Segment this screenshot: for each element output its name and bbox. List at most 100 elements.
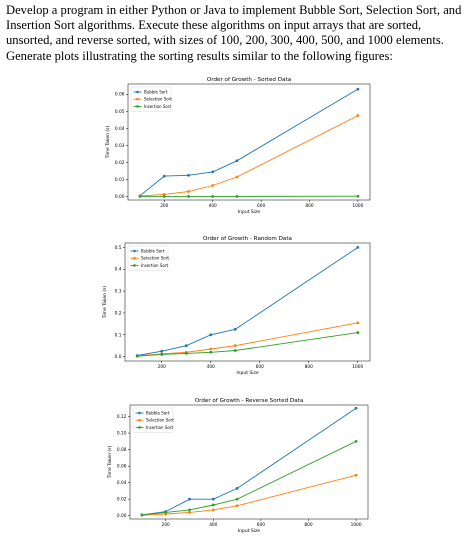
- legend-marker-selection-sort: [133, 256, 136, 260]
- x-tick-label: 200: [158, 364, 166, 370]
- x-tick-label: 400: [209, 522, 217, 528]
- data-point-bubble-sort: [162, 174, 166, 178]
- data-point-insertion-sort: [187, 195, 190, 198]
- data-point-selection-sort: [209, 347, 213, 351]
- data-point-insertion-sort: [160, 353, 164, 356]
- data-point-bubble-sort: [211, 497, 215, 501]
- legend-box: [127, 245, 169, 271]
- y-tick-label: 0.3: [115, 289, 122, 295]
- data-point-selection-sort: [235, 175, 239, 179]
- x-tick-label: 200: [162, 522, 170, 528]
- y-axis-label: Time Taken (s): [102, 285, 108, 319]
- x-axis-label: Input Size: [236, 370, 259, 376]
- series-line-insertion-sort: [137, 332, 358, 357]
- legend-label-selection-sort: Selection Sort: [141, 256, 169, 261]
- data-point-selection-sort: [233, 344, 237, 348]
- legend-marker-bubble-sort: [136, 90, 139, 94]
- data-point-insertion-sort: [135, 354, 139, 358]
- y-tick-label: 0.4: [115, 267, 122, 273]
- y-tick-label: 0.2: [115, 310, 122, 316]
- data-point-bubble-sort: [356, 245, 360, 249]
- data-point-selection-sort: [356, 114, 360, 117]
- data-point-bubble-sort: [356, 87, 360, 91]
- series-line-bubble-sort: [141, 407, 357, 516]
- x-tick-label: 600: [256, 364, 264, 370]
- data-point-selection-sort: [188, 510, 191, 514]
- plot-frame: [127, 83, 371, 201]
- x-tick-label: 200: [160, 203, 168, 209]
- legend-marker-insertion-sort: [138, 426, 141, 429]
- data-point-insertion-sort: [184, 351, 188, 355]
- y-tick-label: 0.02: [115, 160, 125, 166]
- y-tick-label: 0.06: [117, 464, 127, 470]
- x-tick-label: 600: [257, 203, 265, 209]
- data-point-insertion-sort: [209, 350, 213, 354]
- x-tick-label: 800: [305, 203, 313, 209]
- x-tick-label: 1000: [352, 364, 363, 370]
- data-point-insertion-sort: [188, 508, 191, 512]
- y-tick-label: 0.04: [117, 480, 127, 486]
- x-tick-label: 400: [209, 203, 217, 209]
- data-point-bubble-sort: [187, 173, 190, 177]
- data-point-bubble-sort: [184, 344, 188, 348]
- legend-label-bubble-sort: Bubble Sort: [144, 89, 168, 94]
- series-line-selection-sort: [140, 115, 359, 197]
- chart-sorted-data: Order of Growth - Sorted Data 200 400 600 80…: [105, 77, 371, 215]
- data-point-insertion-sort: [138, 195, 142, 198]
- x-tick-label: 1000: [351, 522, 362, 528]
- data-point-insertion-sort: [235, 195, 239, 198]
- y-tick-label: 0.02: [117, 497, 127, 503]
- data-point-bubble-sort: [233, 327, 237, 331]
- data-point-bubble-sort: [160, 349, 164, 353]
- legend-marker-insertion-sort: [136, 105, 139, 108]
- legend-label-insertion-sort: Insertion Sort: [144, 104, 171, 109]
- chart-title: Order of Growth - Sorted Data: [207, 77, 291, 83]
- plot-frame: [129, 404, 369, 520]
- data-point-selection-sort: [187, 190, 190, 193]
- legend-marker-selection-sort: [138, 418, 141, 422]
- y-tick-label: 0.01: [115, 177, 125, 183]
- y-tick-label: 0.04: [115, 126, 125, 132]
- legend-marker-bubble-sort: [138, 411, 141, 415]
- data-point-insertion-sort: [211, 195, 215, 198]
- y-tick-label: 0.03: [115, 143, 125, 149]
- legend-label-insertion-sort: Insertion Sort: [146, 425, 173, 430]
- x-tick-label: 800: [305, 364, 313, 370]
- legend-label-selection-sort: Selection Sort: [144, 97, 172, 102]
- x-tick-label: 1000: [352, 203, 363, 209]
- y-tick-label: 0.08: [117, 447, 127, 453]
- data-point-selection-sort: [354, 473, 358, 477]
- series-line-selection-sort: [141, 474, 357, 516]
- data-point-bubble-sort: [211, 170, 215, 174]
- series-line-bubble-sort: [137, 247, 359, 356]
- series-line-bubble-sort: [139, 88, 359, 197]
- chart-random-data: Order of Growth - Random Data 200 400 600 80…: [102, 236, 371, 376]
- series-line-insertion-sort: [141, 440, 357, 516]
- y-tick-label: 0.06: [115, 92, 125, 98]
- y-tick-label: 0.0: [115, 354, 122, 360]
- data-point-insertion-sort: [164, 510, 168, 514]
- y-tick-label: 0.1: [115, 332, 122, 338]
- data-point-selection-sort: [211, 508, 215, 512]
- data-point-bubble-sort: [354, 406, 358, 410]
- chart-title: Order of Growth - Reverse Sorted Data: [195, 398, 304, 404]
- legend-marker-insertion-sort: [133, 264, 136, 267]
- x-tick-label: 400: [207, 364, 215, 370]
- legend-marker-bubble-sort: [133, 249, 136, 253]
- data-point-insertion-sort: [356, 194, 360, 198]
- data-point-insertion-sort: [235, 497, 239, 501]
- y-axis-label: Time Taken (s): [105, 125, 111, 159]
- question-text: Develop a program in either Python or Ja…: [6, 3, 462, 63]
- y-tick-label: 0.00: [117, 513, 127, 519]
- data-point-bubble-sort: [235, 159, 239, 163]
- y-tick-label: 0.5: [115, 245, 122, 251]
- x-axis-label: Input Size: [238, 209, 261, 215]
- y-tick-label: 0.00: [115, 194, 125, 200]
- legend-box: [132, 407, 174, 433]
- x-axis-label: Input Size: [238, 528, 261, 534]
- chart-title: Order of Growth - Random Data: [203, 236, 292, 242]
- x-tick-label: 600: [257, 522, 265, 528]
- data-point-selection-sort: [162, 192, 166, 196]
- legend-label-selection-sort: Selection Sort: [146, 418, 174, 423]
- legend-label-bubble-sort: Bubble Sort: [141, 248, 165, 253]
